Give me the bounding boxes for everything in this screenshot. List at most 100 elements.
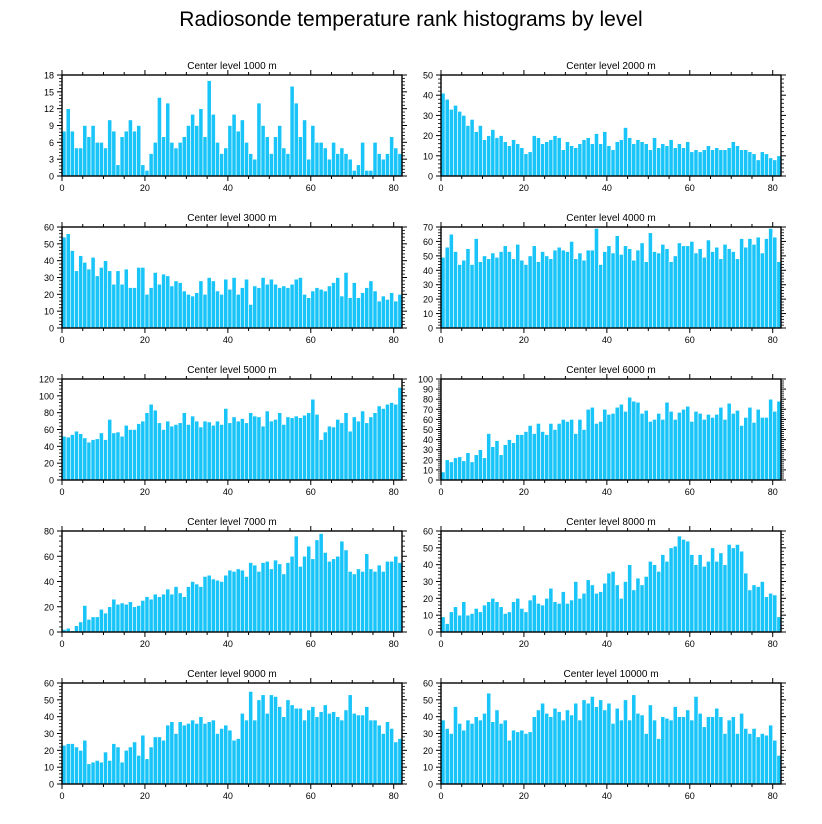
panel-5-bar (351, 416, 357, 481)
panel-5-bar (161, 429, 166, 481)
panel-2-ytick-label: 10 (423, 151, 433, 161)
panel-5-bar (78, 433, 84, 481)
panel-10-bar (664, 718, 670, 785)
panel-9-bar (235, 738, 241, 785)
panel-2-bar (482, 139, 487, 177)
panel-2-bar (544, 141, 550, 177)
panel-1-bar (111, 130, 117, 177)
panel-5-bar (331, 426, 336, 481)
panel-2-bar (714, 147, 720, 177)
panel-3-bar (244, 278, 249, 329)
panel-8-bar (448, 611, 454, 633)
panel-2-bar (755, 159, 761, 177)
panel-9-bar (111, 743, 117, 785)
panel-2-bar (759, 151, 765, 177)
panel-6-ytick-label: 0 (428, 476, 433, 486)
panel-1-bar (235, 130, 241, 177)
panel-4-bar (743, 246, 749, 329)
panel-3-bar (314, 287, 320, 329)
panel-7-bar (248, 562, 254, 633)
panel-2-bar (511, 139, 516, 177)
panel-6-bar (482, 457, 487, 481)
panel-2-bar (656, 147, 662, 177)
panel-8-bar (714, 560, 720, 633)
panel-4-bar (693, 252, 699, 329)
panel-3-bar (368, 280, 374, 329)
panel-3-bar (148, 287, 154, 329)
panel-5-bar (289, 417, 295, 481)
panel-5-bar (269, 420, 274, 481)
panel-1-bar (215, 142, 220, 177)
panel-6-bar (589, 406, 595, 481)
panel-8-ytick-label: 10 (423, 611, 433, 621)
panel-5-bar (264, 410, 270, 481)
panel-1-ytick-label: 6 (49, 138, 54, 148)
panel-10-bar (726, 719, 732, 785)
panel-8-bar (494, 601, 500, 633)
panel-3-bar (327, 285, 332, 329)
panel-3-bar (161, 273, 166, 329)
panel-9-bar (115, 746, 121, 785)
panel-4-bar (544, 255, 550, 329)
panel-1-bar (385, 153, 390, 177)
panel-10-bar (544, 712, 550, 785)
panel-9-bar (264, 712, 270, 785)
panel-4-bar (706, 239, 711, 329)
panel-4-bar (618, 254, 624, 329)
panel-10-bar (606, 702, 612, 785)
panel-3-bar (310, 290, 316, 329)
panel-5-bar (281, 424, 287, 481)
panel-6-bar (764, 417, 769, 481)
panel-9-title: Center level 9000 m (187, 669, 277, 680)
panel-4-bar (764, 238, 769, 329)
panel-4-bar (444, 246, 450, 329)
panel-5-bar (327, 425, 332, 481)
panel-4-bar (461, 259, 467, 329)
panel-2-bar (461, 115, 467, 177)
panel-3-bar (111, 283, 117, 329)
panel-8-bar (536, 603, 541, 633)
panel-5-bar (318, 439, 324, 481)
panel-7-bar (206, 574, 212, 633)
panel-7-bar (239, 569, 245, 633)
panel-2-bar (602, 131, 608, 177)
panel-5-xtick-label: 60 (306, 487, 316, 497)
panel-10-bar (623, 699, 628, 785)
panel-1-bar (115, 164, 121, 177)
panel-2-bar (751, 153, 757, 177)
panel-4-bar (643, 261, 649, 329)
panel-2-bar (627, 137, 633, 177)
panel-10-bar (523, 733, 529, 785)
panel-2-bar (718, 149, 724, 177)
panel-3-bar (219, 294, 225, 329)
panel-6-bar (739, 425, 744, 481)
panel-1-ytick-label: 3 (49, 155, 54, 165)
panel-1-bar (248, 153, 254, 177)
panel-10-bar (764, 734, 769, 785)
panel-6-bar (697, 413, 703, 481)
panel-6-bar (511, 442, 516, 481)
panel-4-xtick-label: 40 (602, 335, 612, 345)
panel-4-bar (448, 233, 454, 329)
panel-7-bar (310, 558, 316, 633)
panel-8-bar (664, 560, 670, 633)
panel-10-bar (610, 723, 616, 785)
panel-1-bar (181, 136, 187, 177)
panel-6-bar (548, 423, 554, 481)
panel-1-bar (86, 136, 92, 177)
panel-2-bar (577, 143, 583, 177)
panel-3-bar (223, 278, 229, 329)
panel-4-bar (751, 244, 757, 329)
panel-6-title: Center level 6000 m (566, 365, 656, 376)
panel-4-bar (739, 238, 744, 329)
panel-5-bar (322, 431, 328, 481)
panel-10-bar (473, 716, 479, 785)
panel-5-bar (103, 439, 108, 481)
panel-5-bar (385, 403, 390, 481)
panel-7-bar (356, 568, 361, 633)
panel-7-xtick-label: 20 (140, 639, 150, 649)
panel-6-bar (706, 414, 711, 481)
panel-10-bar (515, 731, 521, 785)
panel-4-bar (469, 264, 475, 329)
panel-4-bar (594, 228, 599, 329)
